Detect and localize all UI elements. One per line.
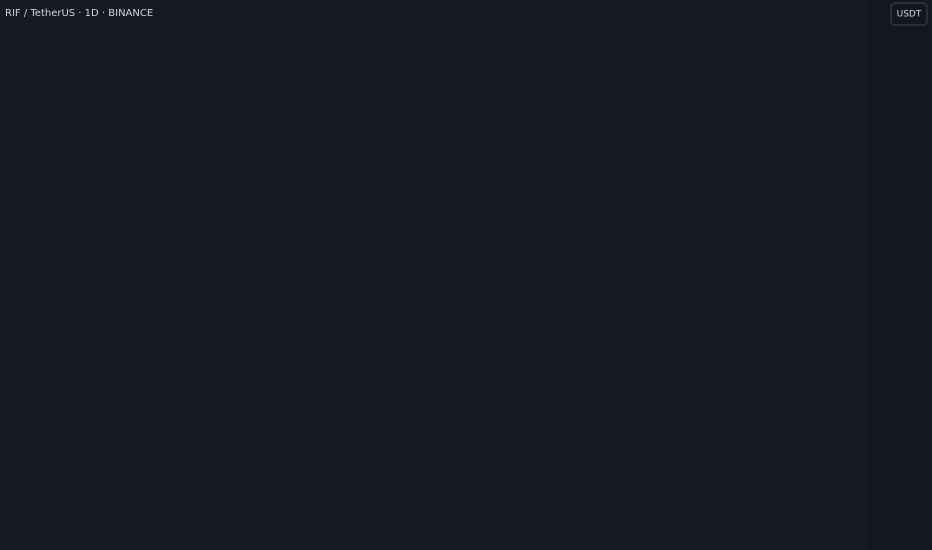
currency[interactable]: USDT: [897, 10, 922, 20]
chart-title: RIF / TetherUS · 1D · BINANCE: [5, 8, 153, 19]
currency-button[interactable]: [890, 2, 928, 26]
price-axis: [868, 0, 932, 550]
